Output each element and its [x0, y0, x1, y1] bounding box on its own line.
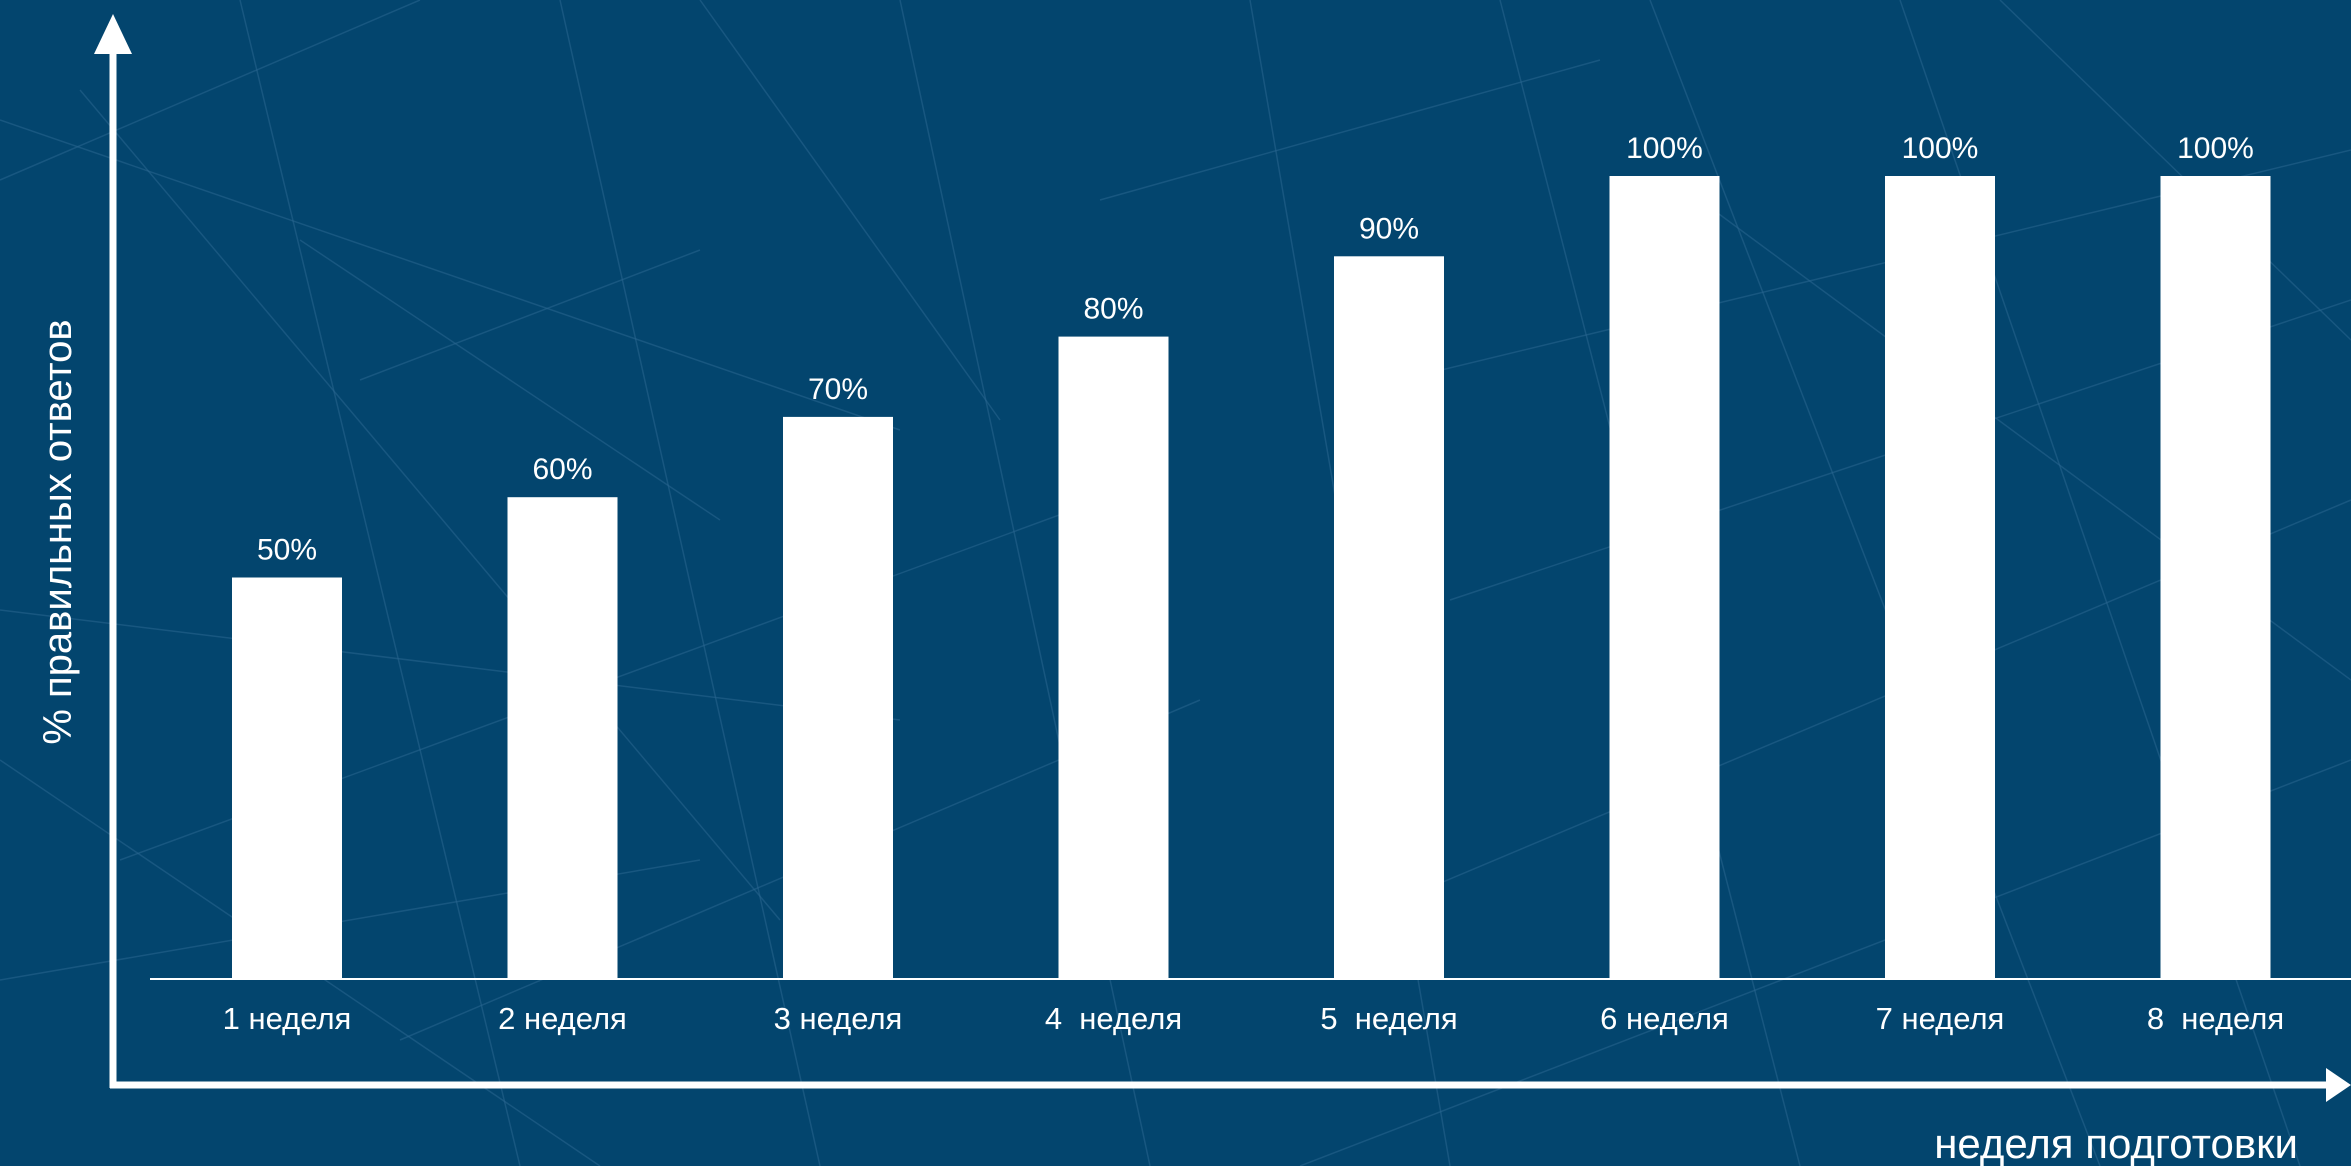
background-line: [0, 609, 901, 721]
category-labels-group: 1 неделя 2 неделя 3 неделя 4 неделя 5 неделя…: [223, 1001, 2285, 1036]
x-axis-arrowhead: [2326, 1068, 2351, 1102]
x-axis-title: неделя подготовки: [1934, 1120, 2298, 1166]
background-line: [359, 249, 701, 381]
background-line: [1999, 0, 2351, 341]
data-label: 70%: [808, 373, 868, 406]
background-line: [1649, 0, 2101, 1166]
background-line: [0, 0, 421, 181]
y-axis-arrowhead: [94, 14, 132, 54]
bar: [2160, 176, 2271, 979]
data-labels-group: 50% 60% 70% 80% 90% 100% 100% 100%: [257, 132, 2254, 567]
bars-group: [232, 176, 2271, 980]
background-line: [79, 89, 781, 921]
data-label: 100%: [1626, 132, 1703, 165]
data-label: 60%: [532, 453, 592, 486]
background-line: [239, 0, 521, 1166]
category-label: 4 неделя: [1045, 1001, 1182, 1036]
background-line: [559, 0, 821, 1166]
bar: [1058, 336, 1169, 980]
category-label: 2 неделя: [498, 1001, 627, 1036]
category-label: 5 неделя: [1320, 1001, 1457, 1036]
axes-group: [94, 14, 2351, 1102]
data-label: 80%: [1083, 293, 1143, 326]
category-label: 1 неделя: [223, 1001, 352, 1036]
bar: [507, 497, 618, 979]
data-label: 90%: [1359, 212, 1419, 245]
bar: [1609, 176, 1720, 979]
background-line: [299, 239, 721, 521]
data-label: 50%: [257, 534, 317, 567]
category-label: 8 неделя: [2147, 1001, 2284, 1036]
bar: [1885, 176, 1995, 979]
background-line: [0, 119, 901, 431]
data-label: 100%: [2177, 132, 2254, 165]
y-axis-title: % правильных ответов: [36, 319, 80, 744]
background-line: [699, 0, 1001, 421]
background-line: [1099, 59, 1601, 201]
bar: [783, 416, 893, 979]
category-label: 3 неделя: [774, 1001, 903, 1036]
category-label: 6 неделя: [1600, 1001, 1729, 1036]
bar: [232, 577, 342, 979]
data-label: 100%: [1902, 132, 1979, 165]
category-label: 7 неделя: [1876, 1001, 2005, 1036]
bar: [1334, 256, 1444, 979]
